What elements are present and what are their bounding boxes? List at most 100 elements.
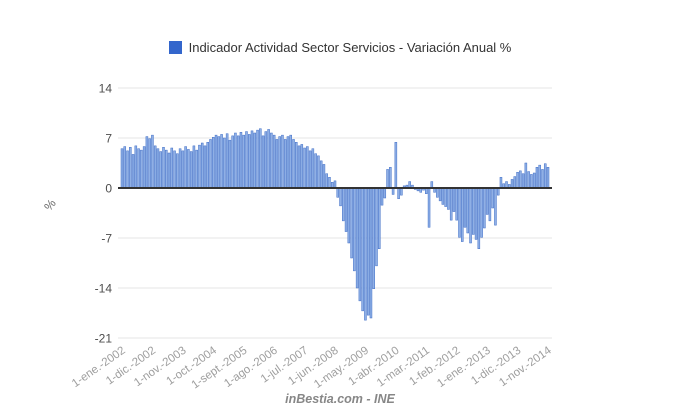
bar[interactable] [228,139,232,189]
bar[interactable] [342,187,345,222]
bar[interactable] [231,135,234,189]
bar[interactable] [162,147,165,189]
bar[interactable] [516,172,519,189]
bar[interactable] [546,167,550,189]
bar[interactable] [151,134,154,189]
bar[interactable] [488,187,492,222]
bar[interactable] [167,152,171,189]
bar[interactable] [427,187,431,228]
bar[interactable] [165,149,168,189]
bar[interactable] [145,136,149,189]
bar[interactable] [195,149,198,189]
bar[interactable] [270,132,273,189]
bar[interactable] [206,142,209,189]
bar[interactable] [275,139,279,189]
bar[interactable] [350,187,353,259]
bar[interactable] [242,134,245,189]
bar[interactable] [184,146,187,189]
bar[interactable] [156,148,160,189]
bar[interactable] [325,173,328,189]
bar[interactable] [140,149,143,189]
bar[interactable] [361,187,364,312]
bar[interactable] [192,145,196,189]
bar[interactable] [239,132,243,189]
bar[interactable] [120,148,124,189]
bar[interactable] [126,150,129,189]
bar[interactable] [297,145,301,189]
bar[interactable] [278,136,281,189]
bar[interactable] [319,160,323,189]
bar[interactable] [214,134,218,189]
bar[interactable] [283,139,287,189]
bar[interactable] [295,142,298,189]
bar[interactable] [538,164,541,189]
bar[interactable] [532,172,536,189]
bar[interactable] [541,169,544,189]
bar[interactable] [394,142,398,189]
bar[interactable] [272,134,276,189]
bar[interactable] [380,187,384,206]
bar[interactable] [472,187,475,235]
bar[interactable] [176,153,179,189]
bar[interactable] [248,134,251,189]
bar[interactable] [308,150,312,189]
bar[interactable] [527,171,530,189]
bar[interactable] [347,187,351,244]
bar[interactable] [383,187,387,199]
bar[interactable] [389,167,392,189]
bar[interactable] [245,131,248,189]
bar[interactable] [436,187,439,198]
bar[interactable] [441,187,445,205]
bar[interactable] [300,144,304,189]
bar[interactable] [339,187,342,207]
bar[interactable] [491,187,494,209]
bar[interactable] [449,187,453,221]
bar[interactable] [378,187,381,249]
bar[interactable] [397,187,400,199]
bar[interactable] [129,147,132,189]
bar[interactable] [322,164,326,189]
bar[interactable] [134,145,138,189]
bar[interactable] [159,151,162,189]
bar[interactable] [447,187,450,210]
bar[interactable] [535,167,539,189]
bar[interactable] [178,148,182,189]
bar[interactable] [220,134,223,189]
bar[interactable] [353,187,356,272]
bar[interactable] [281,134,284,189]
bar[interactable] [198,144,201,189]
bar[interactable] [474,187,478,240]
bar[interactable] [513,176,517,189]
bar[interactable] [483,187,486,229]
bar[interactable] [355,187,359,289]
bar[interactable] [496,187,500,196]
bar[interactable] [236,135,240,189]
bar[interactable] [317,155,320,189]
bar[interactable] [153,145,157,189]
bar[interactable] [499,177,503,189]
bar[interactable] [259,128,262,189]
bar[interactable] [137,148,140,189]
bar[interactable] [336,187,340,198]
bar[interactable] [519,170,522,189]
bar[interactable] [477,187,481,249]
bar[interactable] [521,173,525,189]
bar[interactable] [303,147,306,189]
bar[interactable] [372,187,375,289]
bar[interactable] [289,134,292,189]
bar[interactable] [200,142,204,189]
bar[interactable] [344,187,348,232]
bar[interactable] [369,187,373,319]
bar[interactable] [264,131,268,189]
bar[interactable] [314,153,317,189]
bar[interactable] [292,139,295,189]
bar[interactable] [286,136,290,189]
bar[interactable] [234,132,237,189]
bar[interactable] [189,151,193,189]
bar[interactable] [386,169,389,189]
bar[interactable] [524,162,528,189]
bar[interactable] [148,138,151,189]
bar[interactable] [225,133,229,189]
bar[interactable] [328,177,331,189]
bar[interactable] [256,129,259,189]
